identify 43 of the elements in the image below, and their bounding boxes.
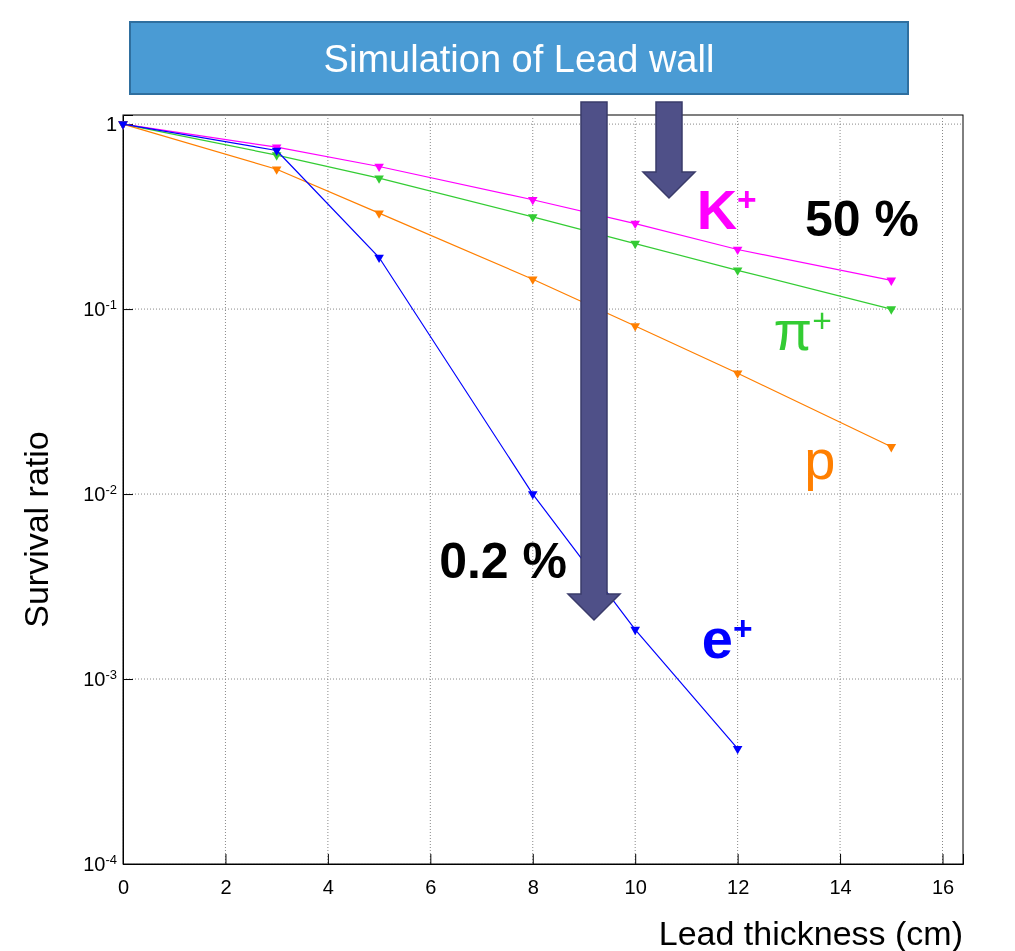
y-tick-label: 1 <box>105 113 117 135</box>
point <box>732 745 743 755</box>
point <box>527 276 538 285</box>
point <box>527 196 538 206</box>
series-label: e$^{+}$ <box>701 606 753 670</box>
series-label: p <box>804 428 836 492</box>
y-tick-label: 10$^{-2}$ <box>83 481 117 505</box>
annotation: 50 % <box>805 191 919 247</box>
point <box>527 214 538 223</box>
x-tick-label: 12 <box>727 876 750 899</box>
point <box>271 147 282 157</box>
point <box>886 444 897 453</box>
point <box>374 254 384 264</box>
x-tick-label: 2 <box>220 876 232 899</box>
series-label: π$^{+}$ <box>773 299 832 363</box>
point <box>527 491 538 500</box>
x-tick-label: 8 <box>527 876 539 899</box>
series-label: K$^{+}$ <box>696 178 757 242</box>
point <box>732 370 743 379</box>
point <box>630 626 640 636</box>
x-tick-label: 14 <box>829 876 852 899</box>
x-tick-label: 16 <box>931 876 955 899</box>
point <box>630 240 640 250</box>
point <box>374 210 384 219</box>
point <box>630 323 640 332</box>
x-tick-label: 0 <box>117 876 130 899</box>
x-tick-label: 6 <box>425 876 437 899</box>
point <box>886 306 897 315</box>
point <box>732 246 743 256</box>
point <box>732 267 743 276</box>
annotation: 0.2 % <box>439 533 567 589</box>
y-tick-label: 10$^{-4}$ <box>83 851 117 875</box>
x-tick-label: 10 <box>624 876 647 899</box>
point <box>374 175 384 184</box>
point <box>374 163 384 173</box>
y-tick-label: 10$^{-3}$ <box>83 666 117 690</box>
x-tick-label: 4 <box>322 876 334 899</box>
point <box>271 166 282 175</box>
y-axis-title: Survival ratio <box>17 431 55 628</box>
point <box>630 220 640 230</box>
chart-title: Simulation of Lead wall <box>323 38 715 80</box>
y-tick-label: 10$^{-1}$ <box>83 296 117 320</box>
point <box>886 277 897 286</box>
